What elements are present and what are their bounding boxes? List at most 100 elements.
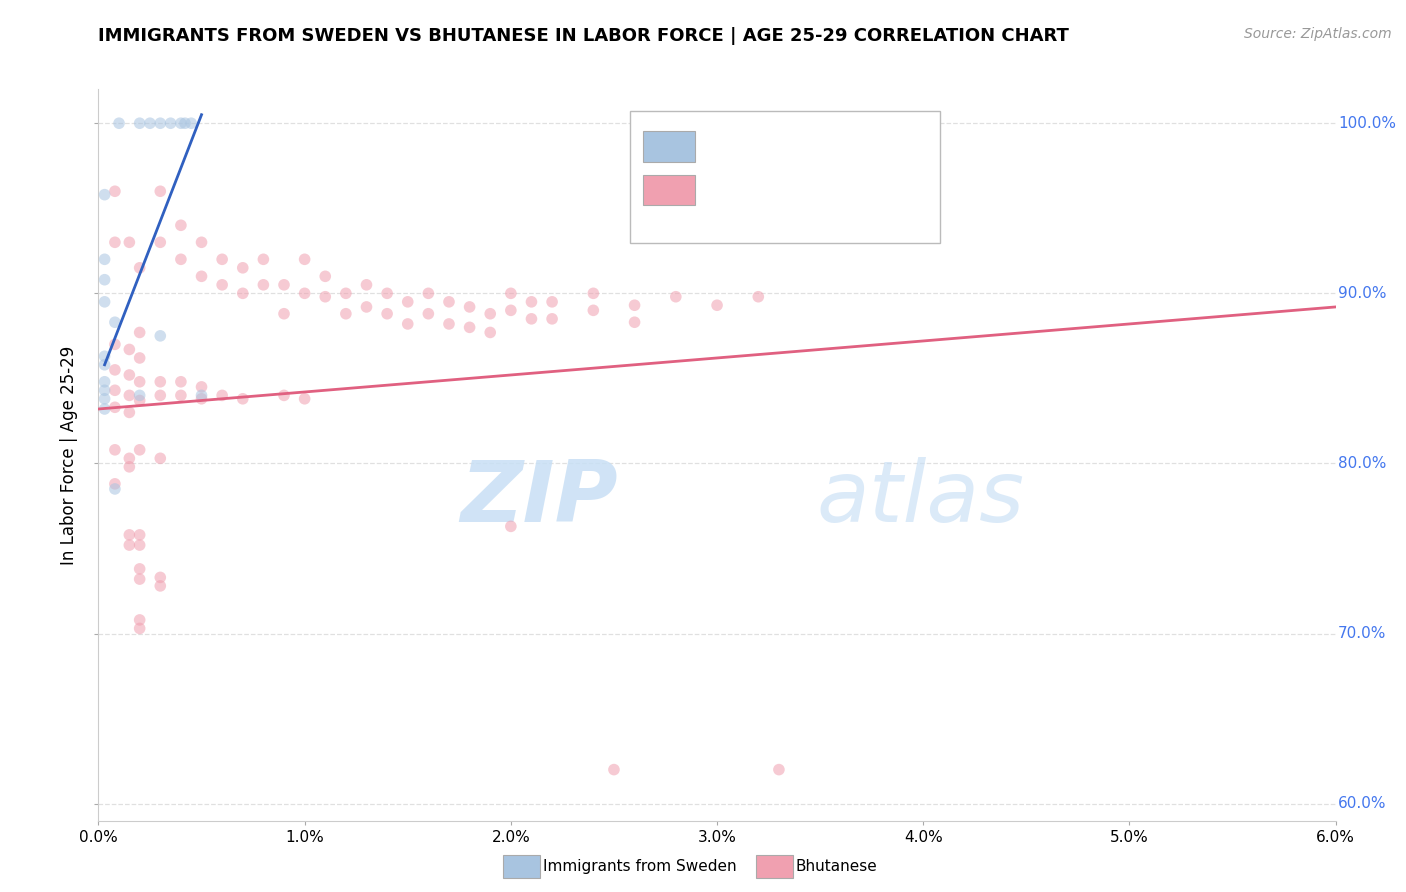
Point [623, 315, 645, 329]
Point [541, 311, 564, 326]
Text: Source: ZipAtlas.com: Source: ZipAtlas.com [1244, 27, 1392, 41]
Point [375, 307, 398, 321]
Point [149, 579, 172, 593]
Point [273, 388, 295, 402]
Point [294, 252, 316, 267]
Point [418, 286, 440, 301]
Point [149, 388, 172, 402]
Point [499, 286, 522, 301]
Text: Bhutanese: Bhutanese [796, 859, 877, 873]
Point [418, 307, 440, 321]
Point [273, 307, 295, 321]
Point [520, 294, 543, 309]
Point [149, 375, 172, 389]
Point [294, 286, 316, 301]
FancyBboxPatch shape [643, 131, 695, 161]
Point [104, 337, 127, 351]
Point [128, 572, 150, 586]
Point [149, 235, 172, 250]
FancyBboxPatch shape [630, 112, 939, 243]
Point [437, 294, 460, 309]
Point [499, 303, 522, 318]
Point [128, 613, 150, 627]
Point [294, 392, 316, 406]
Point [118, 388, 141, 402]
Point [190, 380, 212, 394]
Text: 60.0%: 60.0% [1339, 797, 1386, 811]
Point [356, 300, 378, 314]
Text: 90.0%: 90.0% [1339, 285, 1386, 301]
Point [520, 311, 543, 326]
Point [104, 482, 127, 496]
Point [541, 294, 564, 309]
Point [170, 219, 193, 233]
Point [190, 392, 212, 406]
Point [211, 252, 233, 267]
Point [128, 375, 150, 389]
Point [174, 116, 197, 130]
Point [314, 290, 336, 304]
Point [623, 298, 645, 312]
Point [128, 351, 150, 365]
Text: 0.173: 0.173 [754, 180, 803, 195]
Point [768, 763, 790, 777]
Point [128, 562, 150, 576]
Point [128, 326, 150, 340]
Point [603, 763, 626, 777]
Point [170, 388, 193, 402]
Point [232, 260, 254, 275]
Point [149, 451, 172, 466]
Point [93, 358, 115, 372]
Point [232, 286, 254, 301]
Text: R =: R = [702, 136, 735, 152]
Point [437, 317, 460, 331]
Point [118, 343, 141, 357]
Point [149, 329, 172, 343]
Point [128, 393, 150, 408]
Point [104, 442, 127, 457]
Point [190, 235, 212, 250]
Point [93, 187, 115, 202]
Text: Immigrants from Sweden: Immigrants from Sweden [543, 859, 737, 873]
Point [149, 184, 172, 198]
Point [128, 388, 150, 402]
Text: 23: 23 [877, 136, 904, 152]
Point [118, 451, 141, 466]
Point [706, 298, 728, 312]
Point [104, 315, 127, 329]
Point [104, 363, 127, 377]
Point [479, 307, 502, 321]
Point [396, 294, 419, 309]
Point [458, 320, 481, 334]
Point [356, 277, 378, 292]
Point [211, 388, 233, 402]
Text: 70.0%: 70.0% [1339, 626, 1386, 641]
Point [479, 326, 502, 340]
Text: 0.310: 0.310 [754, 136, 803, 152]
FancyBboxPatch shape [643, 175, 695, 205]
Point [273, 277, 295, 292]
Point [128, 260, 150, 275]
Point [93, 294, 115, 309]
Point [190, 388, 212, 402]
Point [118, 538, 141, 552]
Point [335, 307, 357, 321]
Point [747, 290, 769, 304]
Text: R =: R = [702, 180, 735, 195]
Point [128, 622, 150, 636]
Text: IMMIGRANTS FROM SWEDEN VS BHUTANESE IN LABOR FORCE | AGE 25-29 CORRELATION CHART: IMMIGRANTS FROM SWEDEN VS BHUTANESE IN L… [98, 27, 1070, 45]
Point [582, 286, 605, 301]
Text: N =: N = [828, 136, 862, 152]
Point [170, 116, 193, 130]
Point [768, 184, 790, 198]
Point [93, 252, 115, 267]
Point [149, 116, 172, 130]
Point [582, 303, 605, 318]
Point [108, 116, 131, 130]
Point [93, 402, 115, 417]
Text: atlas: atlas [815, 458, 1024, 541]
Point [104, 384, 127, 398]
Point [396, 317, 419, 331]
Point [128, 528, 150, 542]
Point [335, 286, 357, 301]
